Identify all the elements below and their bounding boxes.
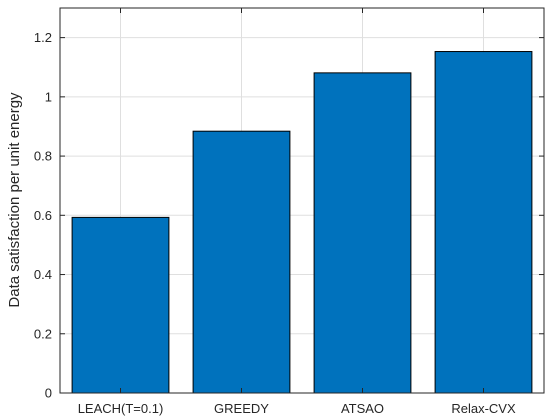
- y-tick-label: 1: [45, 89, 52, 104]
- axes-box: [59, 7, 545, 394]
- y-tick-label: 0.2: [34, 326, 52, 341]
- x-tick-label: LEACH(T=0.1): [78, 401, 164, 416]
- x-tick-label: Relax-CVX: [451, 401, 516, 416]
- bar-atsao: [313, 72, 412, 394]
- y-tick-label: 0.8: [34, 149, 52, 164]
- tick-labels: 0 0.2 0.4 0.6 0.8 1 1.2 LEACH(T=0.1) GREEDY ATSAO…: [34, 30, 516, 416]
- y-tick-label: 0.6: [34, 208, 52, 223]
- axes: [59, 7, 545, 394]
- bar-greedy: [192, 130, 291, 394]
- y-axis-label: Data satisfaction per unit energy: [6, 92, 23, 308]
- bar-leach-t-0-1-: [71, 216, 170, 394]
- x-tick-label: GREEDY: [214, 401, 269, 416]
- x-tick-label: ATSAO: [341, 401, 384, 416]
- y-tick-label: 1.2: [34, 30, 52, 45]
- bars: [71, 51, 533, 394]
- bar-relax-cvx: [434, 51, 533, 394]
- y-tick-label: 0: [45, 386, 52, 401]
- y-tick-label: 0.4: [34, 267, 52, 282]
